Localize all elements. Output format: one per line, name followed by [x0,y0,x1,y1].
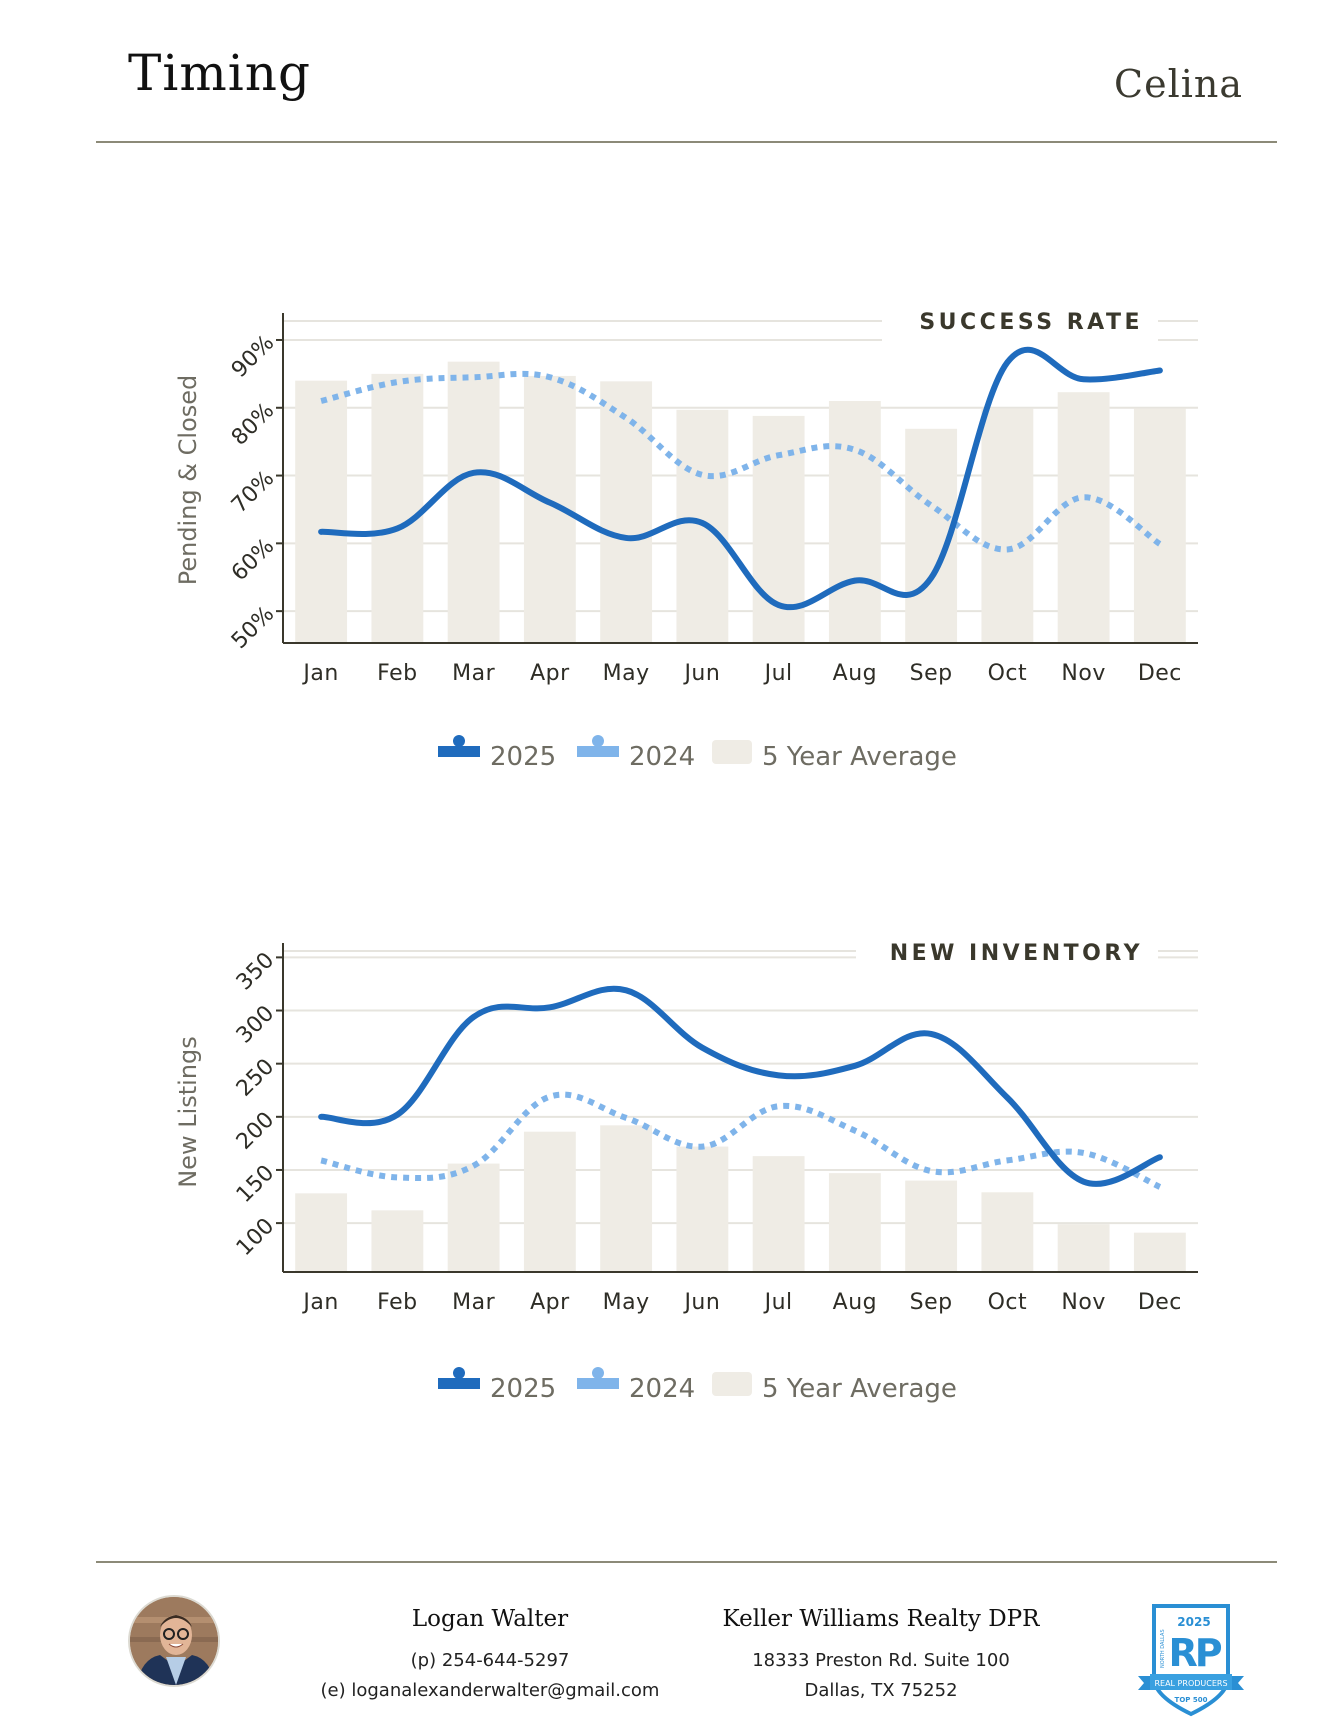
x-tick-label: Oct [988,1290,1028,1315]
agent-name: Logan Walter [340,1606,640,1632]
y-tick-label: 150 [232,1161,279,1208]
company-address-line2: Dallas, TX 75252 [700,1680,1062,1701]
bar-5-year-average-may [600,1125,652,1272]
agent-photo-icon [130,1597,220,1687]
legend-label-2025: 2025 [490,1374,556,1404]
y-axis-title: New Listings [174,1036,202,1188]
bar-5-year-average-oct [981,1192,1033,1272]
legend-5-year-average-swatch [712,1372,752,1396]
legend-2024-swatch [577,1378,619,1389]
badge-ribbon-text: REAL PRODUCERS [1154,1679,1227,1688]
bar-5-year-average-aug [829,1173,881,1272]
bar-5-year-average-feb [371,1210,423,1272]
footer-divider [96,1561,1277,1563]
y-tick-label: 100 [232,1214,279,1261]
x-tick-label: Apr [530,1290,570,1315]
new-inventory-chart: NEW INVENTORY New Listings 100 150 200 250 3… [0,0,1336,1420]
x-tick-label: Nov [1061,1290,1105,1315]
bar-5-year-average-jul [753,1156,805,1272]
y-tick-label: 350 [232,948,279,995]
bar-5-year-average-jan [295,1193,347,1272]
legend-label-2024: 2024 [629,1374,695,1404]
line-series-2024 [321,1095,1160,1187]
company-name: Keller Williams Realty DPR [700,1606,1062,1632]
legend-2025-marker-icon [453,1367,465,1379]
x-tick-label: Jan [301,1290,338,1315]
bar-5-year-average-jun [676,1147,728,1272]
bar-5-year-average-apr [524,1132,576,1272]
agent-phone[interactable]: (p) 254-644-5297 [290,1650,690,1671]
legend-label-5-year-average: 5 Year Average [762,1374,957,1404]
y-tick-label: 250 [232,1054,279,1101]
x-tick-label: May [603,1290,650,1315]
bar-5-year-average-nov [1058,1224,1110,1272]
x-tick-label: Feb [377,1290,417,1315]
x-tick-label: Jun [682,1290,720,1315]
x-tick-label: Sep [910,1290,953,1315]
x-tick-label: Aug [833,1290,877,1315]
badge-initials: RP [1168,1631,1221,1675]
x-tick-label: Jul [763,1290,793,1315]
x-tick-label: Mar [452,1290,495,1315]
legend-2024-marker-icon [592,1367,604,1379]
bar-5-year-average-dec [1134,1233,1186,1272]
x-tick-label: Dec [1138,1290,1182,1315]
badge-subtitle: TOP 500 [1175,1696,1208,1704]
chart-title: NEW INVENTORY [890,941,1143,966]
y-tick-label: 300 [232,1001,279,1048]
bar-5-year-average-mar [448,1164,500,1272]
company-address-line1: 18333 Preston Rd. Suite 100 [700,1650,1062,1671]
legend-2025-swatch [438,1378,480,1389]
badge-side-text: NORTH DALLAS [1160,1629,1166,1668]
badge-year: 2025 [1177,1615,1210,1629]
real-producers-badge-icon: 2025 RP NORTH DALLAS REAL PRODUCERS TOP … [1136,1600,1246,1718]
agent-email[interactable]: (e) loganalexanderwalter@gmail.com [290,1680,690,1701]
y-tick-label: 200 [232,1107,279,1154]
bar-5-year-average-sep [905,1181,957,1272]
agent-avatar [128,1595,220,1687]
